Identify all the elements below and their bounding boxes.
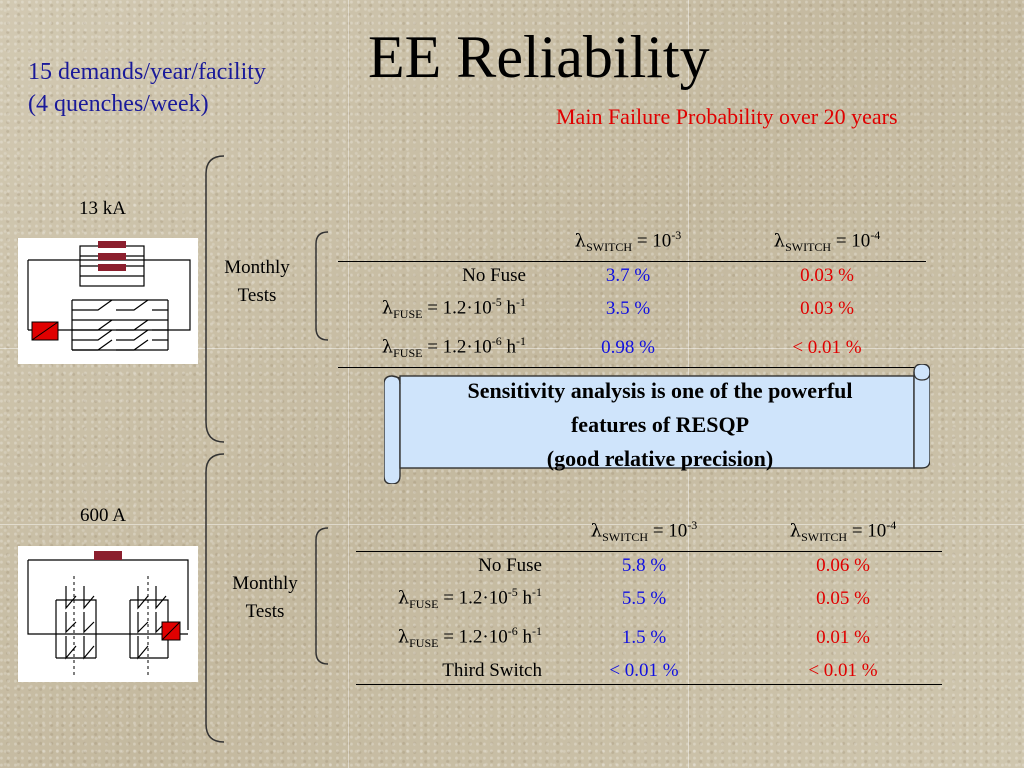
value-switch-1e-4: 0.03 % [800, 298, 854, 320]
table-row: λFUSE = 1.2·10-6 h-1 0.98 % < 0.01 % [338, 328, 926, 369]
value-switch-1e-3: < 0.01 % [544, 657, 744, 686]
top-results-table: λSWITCH = 10-3 λSWITCH = 10-4 No Fuse 3.… [338, 222, 926, 369]
table-header-row: λSWITCH = 10-3 λSWITCH = 10-4 [356, 512, 942, 553]
value-switch-1e-3: 5.5 % [621, 588, 667, 610]
value-switch-1e-3: 5.8 % [621, 555, 667, 577]
value-switch-1e-4: 0.06 % [816, 555, 870, 577]
tests-line: Tests [237, 285, 277, 306]
demands-line-1: 15 demands/year/facility [28, 59, 266, 85]
row-label: No Fuse [478, 555, 542, 577]
header-switch-1e-3: λSWITCH = 10-3 [528, 222, 728, 263]
row-label: λFUSE = 1.2·10-5 h-1 [381, 295, 526, 322]
sensitivity-banner: Sensitivity analysis is one of the power… [400, 374, 920, 476]
table-row: No Fuse 5.8 % 0.06 % [356, 552, 942, 580]
bottom-monthly-tests-label: Monthly Tests [218, 570, 312, 626]
top-monthly-tests-label: Monthly Tests [210, 254, 304, 310]
scroll-banner-shape [384, 364, 930, 484]
banner-line-1: Sensitivity analysis is one of the power… [467, 378, 853, 403]
table-header-row: λSWITCH = 10-3 λSWITCH = 10-4 [338, 222, 926, 263]
demands-line-2: (4 quenches/week) [28, 91, 209, 117]
monthly-line: Monthly [232, 573, 298, 594]
table-row: No Fuse 3.7 % 0.03 % [338, 262, 926, 290]
value-switch-1e-3: 1.5 % [621, 627, 667, 649]
value-switch-1e-4: < 0.01 % [744, 657, 942, 686]
row-label: Third Switch [356, 657, 544, 686]
header-switch-1e-4: λSWITCH = 10-4 [744, 512, 942, 553]
table-row: λFUSE = 1.2·10-5 h-1 5.5 % 0.05 % [356, 579, 942, 618]
circuit-diagram-13ka [18, 238, 198, 364]
banner-line-2: features of RESQP [570, 412, 750, 437]
banner-line-3: (good relative precision) [546, 446, 774, 471]
section-brace-outer [205, 155, 225, 743]
demands-note: 15 demands/year/facility (4 quenches/wee… [28, 56, 266, 120]
tests-line: Tests [245, 601, 285, 622]
value-switch-1e-4: < 0.01 % [728, 328, 926, 369]
bottom-results-table: λSWITCH = 10-3 λSWITCH = 10-4 No Fuse 5.… [356, 512, 942, 686]
table-row: λFUSE = 1.2·10-5 h-1 3.5 % 0.03 % [338, 289, 926, 328]
header-switch-1e-4: λSWITCH = 10-4 [728, 222, 926, 263]
circuit-diagram-600a [18, 546, 198, 682]
bottom-current-label: 600 A [80, 505, 126, 526]
value-switch-1e-3: 3.7 % [605, 265, 651, 287]
value-switch-1e-4: 0.05 % [816, 588, 870, 610]
row-label: λFUSE = 1.2·10-6 h-1 [397, 624, 542, 651]
background-grid-line [348, 0, 349, 768]
row-label: No Fuse [462, 265, 526, 287]
header-switch-1e-3: λSWITCH = 10-3 [544, 512, 744, 553]
table-subtitle: Main Failure Probability over 20 years [556, 104, 898, 129]
table-row: λFUSE = 1.2·10-6 h-1 1.5 % 0.01 % [356, 618, 942, 657]
monthly-line: Monthly [224, 257, 290, 278]
value-switch-1e-4: 0.03 % [800, 265, 854, 287]
section-brace-inner [315, 231, 329, 665]
value-switch-1e-3: 0.98 % [528, 328, 728, 369]
value-switch-1e-3: 3.5 % [605, 298, 651, 320]
value-switch-1e-4: 0.01 % [816, 627, 870, 649]
row-label: λFUSE = 1.2·10-5 h-1 [397, 585, 542, 612]
page-title: EE Reliability [368, 24, 710, 90]
top-current-label: 13 kA [79, 198, 126, 219]
table-row: Third Switch < 0.01 % < 0.01 % [356, 657, 942, 686]
row-label: λFUSE = 1.2·10-6 h-1 [338, 328, 528, 369]
